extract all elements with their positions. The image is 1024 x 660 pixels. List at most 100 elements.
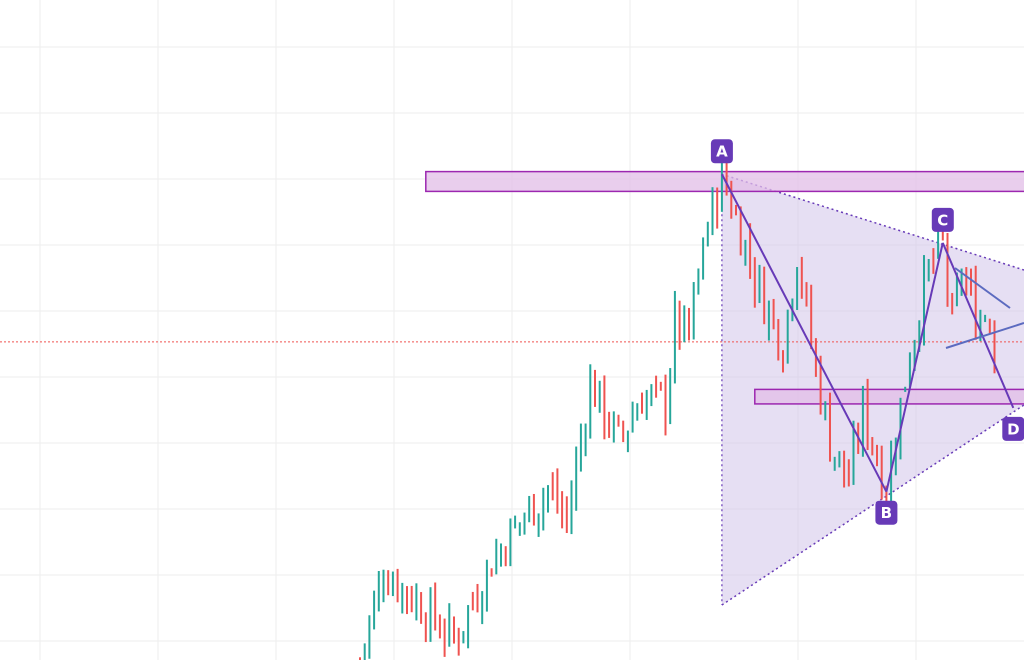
candle-up <box>528 495 531 523</box>
candle-up <box>523 512 526 535</box>
candle-up <box>584 423 587 457</box>
candle-down <box>988 318 991 335</box>
candle-up <box>984 314 987 323</box>
pattern-label-D: D <box>1002 416 1024 441</box>
candle-down <box>829 392 831 462</box>
candle-down <box>843 450 846 488</box>
candle-up <box>509 518 512 567</box>
pattern-label-text: A <box>716 143 728 161</box>
candle-up <box>852 420 855 485</box>
candle-down <box>753 257 756 308</box>
candle-down <box>739 206 742 256</box>
candle-up <box>702 237 705 280</box>
pattern-label-C: C <box>931 207 954 232</box>
abcd-pattern[interactable] <box>721 173 1015 493</box>
candle-up <box>692 282 695 340</box>
candle-down <box>805 282 808 307</box>
candle-up <box>650 384 653 407</box>
candle-up <box>429 587 432 642</box>
candle-down <box>970 268 972 296</box>
candle-up <box>626 430 629 453</box>
candle-down <box>443 618 446 657</box>
candle-up <box>979 309 982 342</box>
candle-down <box>777 319 780 361</box>
candle-down <box>880 445 883 500</box>
candle-up <box>861 385 864 457</box>
candle-down <box>659 381 662 391</box>
candle-down <box>453 616 455 644</box>
candle-up <box>631 401 634 433</box>
candle-up <box>786 309 789 364</box>
candle-down <box>782 350 784 373</box>
candle-down <box>946 233 949 307</box>
candle-down <box>716 187 719 229</box>
candle-up <box>838 451 841 468</box>
candle-down <box>749 223 752 279</box>
candle-up <box>518 522 521 536</box>
candle-up <box>758 264 761 304</box>
abcd-leg-CD[interactable] <box>941 242 1015 409</box>
candle-down <box>819 355 822 415</box>
candles <box>359 150 996 660</box>
candle-up <box>485 559 488 612</box>
candle-up <box>894 437 897 476</box>
candle-up <box>683 305 686 343</box>
candle-down <box>457 627 460 656</box>
candle-up <box>537 513 540 537</box>
candle-up <box>669 368 672 425</box>
candle-down <box>641 392 643 414</box>
candle-up <box>913 339 916 371</box>
candle-down <box>622 420 625 443</box>
candle-down <box>730 180 733 219</box>
candle-up <box>960 268 963 296</box>
candle-up <box>720 150 723 212</box>
candle-up <box>796 267 799 311</box>
support-zone[interactable] <box>754 388 1024 405</box>
candle-up <box>363 643 366 660</box>
abcd-leg-AB[interactable] <box>721 173 888 493</box>
candle-up <box>589 364 592 439</box>
candle-up <box>542 487 545 531</box>
candle-down <box>965 267 968 296</box>
candle-down <box>885 485 888 513</box>
candle-up <box>377 571 380 612</box>
candle-up <box>612 411 615 443</box>
candle-up <box>711 187 714 236</box>
candle-down <box>556 468 559 514</box>
triangle-lower-dotted-line <box>721 404 1024 606</box>
abcd-leg-BC[interactable] <box>885 242 944 492</box>
candle-up <box>500 543 502 567</box>
candle-up <box>955 272 958 307</box>
candle-up <box>462 631 465 644</box>
candle-down <box>655 375 658 398</box>
candle-down <box>735 204 737 216</box>
candle-down <box>932 248 935 274</box>
candle-up <box>904 386 907 392</box>
wedge-lower-trendline[interactable] <box>945 322 1024 349</box>
candle-down <box>951 292 954 315</box>
candle-down <box>974 265 977 340</box>
candle-down <box>725 156 728 196</box>
candle-down <box>603 375 606 440</box>
candle-up <box>382 569 385 603</box>
candle-down <box>847 459 850 487</box>
candle-down <box>871 437 874 456</box>
candle-up <box>514 515 517 529</box>
pattern-labels: A B C D <box>710 139 1024 525</box>
candle-down <box>387 570 390 596</box>
candle-up <box>744 239 747 266</box>
wedge-upper-trendline[interactable] <box>954 267 1011 309</box>
pattern-label-B: B <box>875 500 898 525</box>
pattern-label-text: D <box>1007 420 1019 438</box>
candle-down <box>424 612 427 643</box>
candle-down <box>688 307 690 341</box>
candle-up <box>908 352 911 389</box>
candle-down <box>664 374 667 436</box>
candle-down <box>993 320 996 374</box>
pattern-label-A: A <box>710 139 733 164</box>
candle-down <box>810 284 813 350</box>
candle-up <box>391 571 394 597</box>
candle-up <box>645 389 648 420</box>
candle-down <box>434 582 437 631</box>
